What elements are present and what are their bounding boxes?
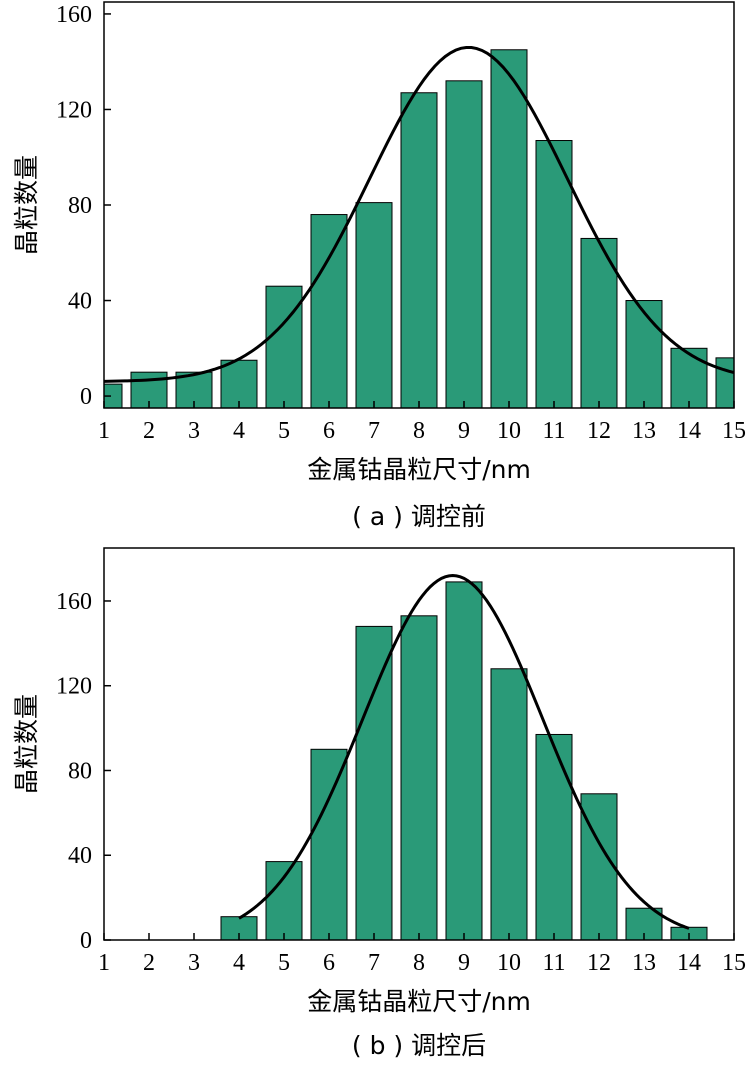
x-tick-label: 5 [278, 950, 290, 976]
y-tick-label: 80 [68, 193, 92, 219]
x-tick-label: 2 [143, 950, 155, 976]
x-tick-label: 13 [632, 950, 656, 976]
bar [310, 214, 348, 408]
x-tick-label: 12 [587, 418, 611, 444]
x-tick-label: 7 [368, 418, 380, 444]
chart-a-xlabel: 金属钴晶粒尺寸/nm [307, 455, 531, 484]
x-tick-label: 4 [233, 418, 245, 444]
bar [625, 300, 663, 408]
y-tick-label: 40 [68, 289, 92, 315]
y-tick-label: 160 [56, 589, 92, 615]
x-tick-label: 14 [677, 418, 701, 444]
bar [490, 668, 528, 940]
x-tick-label: 9 [458, 418, 470, 444]
x-tick-label: 3 [188, 418, 200, 444]
y-tick-label: 0 [80, 928, 92, 954]
bar [715, 357, 734, 408]
chart-a-caption: ( a ) 调控前 [352, 502, 486, 531]
x-tick-label: 8 [413, 418, 425, 444]
x-tick-label: 3 [188, 950, 200, 976]
x-tick-label: 12 [587, 950, 611, 976]
x-tick-label: 2 [143, 418, 155, 444]
chart-b-caption: ( b ) 调控后 [352, 1031, 486, 1060]
bar [265, 285, 303, 408]
x-tick-label: 7 [368, 950, 380, 976]
y-tick-label: 0 [80, 384, 92, 410]
y-tick-label: 40 [68, 843, 92, 869]
x-tick-label: 1 [98, 950, 110, 976]
bar [400, 615, 438, 940]
chart-b-fit-curve [238, 574, 690, 930]
bar [310, 748, 348, 940]
bar [104, 383, 123, 408]
y-tick-label: 120 [56, 674, 92, 700]
x-tick-label: 9 [458, 950, 470, 976]
x-tick-label: 1 [98, 418, 110, 444]
x-tick-label: 11 [542, 950, 565, 976]
chart-b-bars [220, 581, 708, 940]
x-tick-label: 11 [542, 418, 565, 444]
bar [355, 202, 393, 408]
chart-b-ylabel: 晶粒数量 [12, 694, 41, 794]
bar [220, 359, 258, 408]
bar [355, 625, 393, 940]
y-tick-label: 120 [56, 97, 92, 123]
bar [535, 733, 573, 940]
bar [535, 140, 573, 408]
x-tick-label: 14 [677, 950, 701, 976]
x-tick-label: 10 [497, 418, 521, 444]
x-tick-label: 6 [323, 418, 335, 444]
bar [400, 92, 438, 408]
x-tick-label: 15 [722, 418, 746, 444]
chart-a-bars [104, 49, 734, 408]
chart-b-xlabel: 金属钴晶粒尺寸/nm [307, 987, 531, 1016]
y-tick-label: 80 [68, 758, 92, 784]
x-tick-label: 13 [632, 418, 656, 444]
bar [490, 49, 528, 408]
bar [445, 581, 483, 940]
x-tick-label: 5 [278, 418, 290, 444]
x-tick-label: 6 [323, 950, 335, 976]
x-tick-label: 10 [497, 950, 521, 976]
bar [445, 80, 483, 408]
bar [265, 861, 303, 940]
chart-a-fit-curve [104, 45, 734, 383]
x-tick-label: 15 [722, 950, 746, 976]
x-tick-label: 4 [233, 950, 245, 976]
y-tick-label: 160 [56, 2, 92, 28]
chart-a-ylabel: 晶粒数量 [12, 155, 41, 255]
bar [670, 347, 708, 408]
x-tick-label: 8 [413, 950, 425, 976]
